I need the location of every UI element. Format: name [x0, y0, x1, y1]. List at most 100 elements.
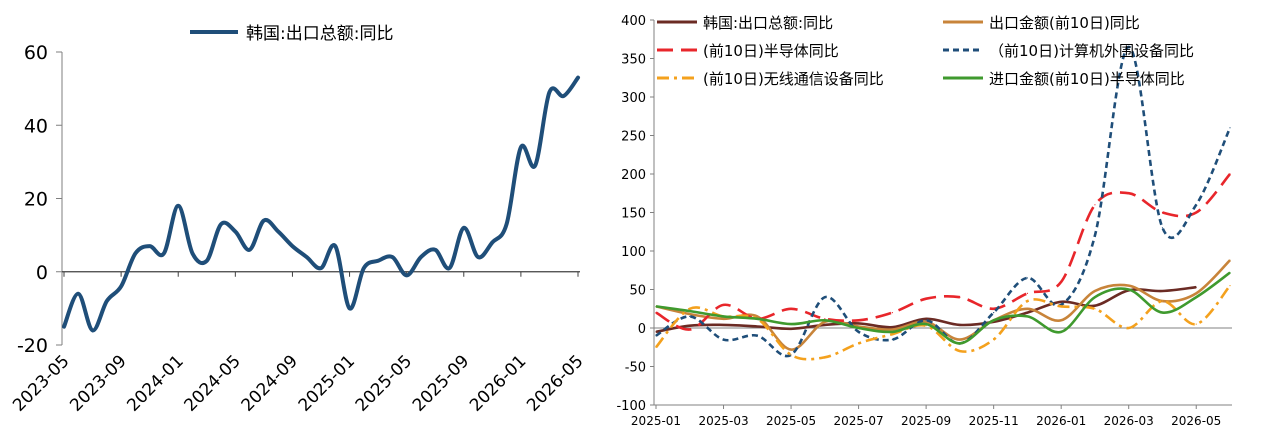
- right-series-1-point-1: [689, 314, 690, 315]
- left-data-point-23: [392, 256, 394, 258]
- right-series-5-point-3: [757, 318, 758, 319]
- right-x-tick-label-8: 2026-05: [1171, 414, 1221, 428]
- left-data-point-18: [320, 267, 322, 269]
- right-series-1-point-4: [790, 349, 791, 350]
- left-data-point-17: [306, 256, 308, 258]
- right-x-tick-label-0: 2025-01: [631, 414, 681, 428]
- left-data-point-14: [263, 220, 265, 222]
- left-data-point-5: [135, 253, 137, 255]
- right-series-4-point-17: [1229, 285, 1230, 286]
- right-y-tick-label-9: 350: [621, 53, 646, 68]
- right-series-0-point-5: [824, 324, 825, 325]
- left-x-tick-label-1: 2023-09: [66, 351, 130, 415]
- right-series-3-point-11: [1027, 277, 1028, 278]
- right-series-1-point-14: [1128, 285, 1129, 286]
- right-series-5-point-0: [655, 306, 656, 307]
- right-series-4-point-0: [655, 347, 656, 348]
- right-series-2-point-10: [993, 308, 994, 309]
- left-x-tick-label-3: 2024-05: [181, 351, 245, 415]
- right-legend-label-1: 出口金额(前10日)同比: [989, 14, 1140, 32]
- right-x-tick-label-3: 2025-07: [834, 414, 884, 428]
- right-series-2-point-0: [655, 312, 656, 313]
- left-data-point-32: [520, 146, 522, 148]
- right-series-5-point-8: [926, 324, 927, 325]
- right-y-tick-label-1: -50: [625, 361, 646, 376]
- right-series-5-point-2: [723, 316, 724, 317]
- right-series-0-point-16: [1196, 287, 1197, 288]
- right-x-tick-label-4: 2025-09: [901, 414, 951, 428]
- right-series-3-point-15: [1162, 227, 1163, 228]
- right-series-0-point-1: [689, 325, 690, 326]
- right-series-0-point-11: [1027, 312, 1028, 313]
- left-data-point-22: [377, 260, 379, 262]
- right-series-4-point-6: [858, 343, 859, 344]
- right-series-5-point-4: [790, 324, 791, 325]
- left-y-tick-label-0: -20: [17, 335, 48, 357]
- left-data-point-35: [563, 95, 565, 97]
- right-series-3-point-8: [926, 320, 927, 321]
- right-series-4-point-13: [1094, 308, 1095, 309]
- right-series-0-point-0: [655, 331, 656, 332]
- right-series-5-point-12: [1061, 331, 1062, 332]
- right-series-5-point-10: [993, 320, 994, 321]
- right-y-tick-label-5: 150: [621, 207, 646, 222]
- left-data-point-11: [220, 223, 222, 225]
- right-series-4-point-7: [892, 334, 893, 335]
- right-series-0-point-15: [1162, 290, 1163, 291]
- right-series-3-point-1: [689, 316, 690, 317]
- right-series-0-point-7: [892, 327, 893, 328]
- left-y-tick-label-2: 20: [24, 189, 48, 211]
- right-series-4-point-5: [824, 357, 825, 358]
- left-data-point-10: [206, 260, 208, 262]
- right-series-3-point-16: [1196, 204, 1197, 205]
- right-legend-label-5: 进口金额(前10日)半导体同比: [989, 70, 1185, 88]
- left-x-tick-label-0: 2023-05: [9, 351, 73, 415]
- right-y-tick-label-8: 300: [621, 91, 646, 106]
- right-series-4-point-4: [790, 354, 791, 355]
- left-data-point-34: [549, 91, 551, 93]
- right-series-4-point-11: [1027, 300, 1028, 301]
- right-series-3-point-0: [655, 335, 656, 336]
- left-data-point-36: [577, 77, 579, 79]
- right-series-1-point-17: [1229, 260, 1230, 261]
- left-data-point-25: [420, 256, 422, 258]
- left-y-tick-label-3: 40: [24, 115, 48, 137]
- right-series-5-point-7: [892, 331, 893, 332]
- left-data-point-19: [334, 245, 336, 247]
- right-series-3-point-17: [1229, 127, 1230, 128]
- right-series-1-point-11: [1027, 308, 1028, 309]
- right-legend-label-4: (前10日)无线通信设备同比: [703, 70, 884, 88]
- left-x-tick-label-6: 2025-05: [352, 351, 416, 415]
- right-series-4-point-1: [689, 308, 690, 309]
- right-legend-label-3: （前10日)计算机外围设备同比: [989, 42, 1194, 60]
- right-series-5-point-5: [824, 320, 825, 321]
- right-series-2-point-2: [723, 304, 724, 305]
- right-series-1-point-3: [757, 316, 758, 317]
- right-y-tick-label-10: 400: [621, 14, 646, 29]
- right-x-tick-label-1: 2025-03: [698, 414, 748, 428]
- left-data-point-26: [434, 249, 436, 251]
- right-series-2-point-17: [1229, 173, 1230, 174]
- left-x-tick-label-4: 2024-09: [238, 351, 302, 415]
- right-series-5-point-17: [1229, 272, 1230, 273]
- right-x-tick-label-5: 2025-11: [969, 414, 1019, 428]
- left-data-point-20: [349, 308, 351, 310]
- right-series-3-point-2: [723, 339, 724, 340]
- right-series-0-point-9: [959, 324, 960, 325]
- right-series-2-point-14: [1128, 193, 1129, 194]
- left-data-point-31: [506, 223, 508, 225]
- right-series-2-point-6: [858, 320, 859, 321]
- right-series-2-point-7: [892, 312, 893, 313]
- right-series-5-point-11: [1027, 316, 1028, 317]
- left-data-point-1: [77, 293, 79, 295]
- right-series-1-point-13: [1094, 290, 1095, 291]
- right-series-3-point-13: [1094, 235, 1095, 236]
- right-series-1-point-7: [892, 329, 893, 330]
- right-y-tick-label-0: -100: [616, 399, 646, 414]
- right-series-4-point-14: [1128, 327, 1129, 328]
- left-x-tick-label-8: 2026-01: [466, 351, 530, 415]
- left-data-point-27: [449, 267, 451, 269]
- right-series-1-point-2: [723, 318, 724, 319]
- left-series-line: [64, 78, 578, 331]
